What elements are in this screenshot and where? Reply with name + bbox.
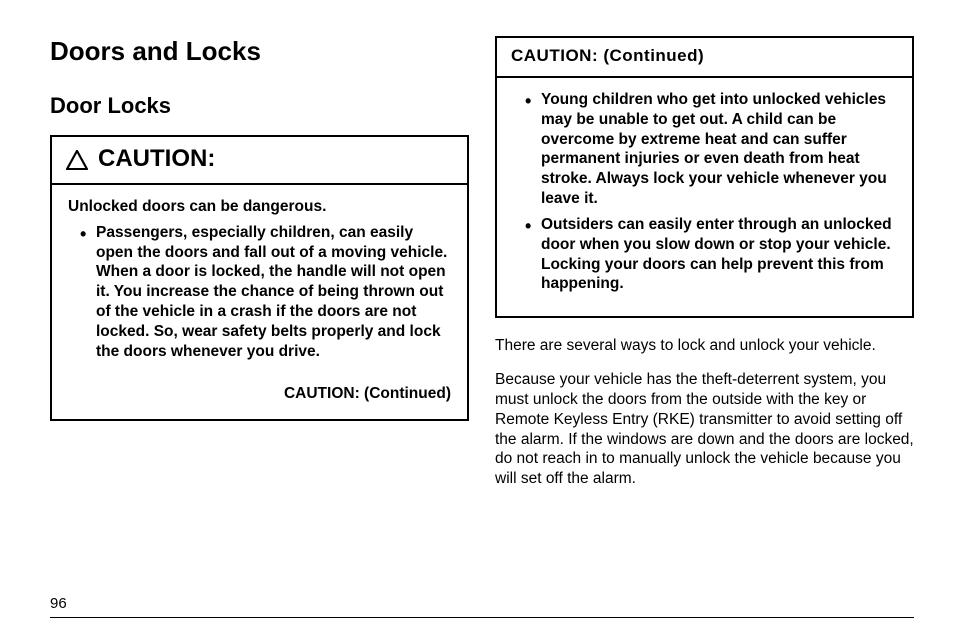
caution-lead-text: Unlocked doors can be dangerous. xyxy=(68,197,451,217)
warning-triangle-icon xyxy=(66,149,88,169)
caution-body-left: Unlocked doors can be dangerous. Passeng… xyxy=(52,185,467,419)
left-column: Doors and Locks Door Locks CAUTION: Unlo… xyxy=(50,36,469,503)
section-title: Doors and Locks xyxy=(50,36,469,67)
body-paragraph: Because your vehicle has the theft-deter… xyxy=(495,370,914,489)
caution-continued-header: CAUTION: (Continued) xyxy=(497,38,912,78)
caution-label: CAUTION: xyxy=(98,145,215,173)
caution-bullet-item: Young children who get into unlocked veh… xyxy=(541,90,896,209)
two-column-layout: Doors and Locks Door Locks CAUTION: Unlo… xyxy=(50,36,914,503)
right-column: CAUTION: (Continued) Young children who … xyxy=(495,36,914,503)
caution-box-right: CAUTION: (Continued) Young children who … xyxy=(495,36,914,318)
subsection-title: Door Locks xyxy=(50,93,469,119)
page-number: 96 xyxy=(50,595,67,612)
caution-bullet-item: Outsiders can easily enter through an un… xyxy=(541,215,896,294)
caution-continued-label: CAUTION: (Continued) xyxy=(68,384,451,404)
body-paragraph: There are several ways to lock and unloc… xyxy=(495,336,914,356)
caution-header: CAUTION: xyxy=(52,137,467,185)
caution-body-right: Young children who get into unlocked veh… xyxy=(497,78,912,316)
caution-bullet-list: Young children who get into unlocked veh… xyxy=(513,90,896,294)
caution-bullet-list: Passengers, especially children, can eas… xyxy=(68,223,451,362)
body-text-block: There are several ways to lock and unloc… xyxy=(495,336,914,489)
caution-box-left: CAUTION: Unlocked doors can be dangerous… xyxy=(50,135,469,421)
manual-page: Doors and Locks Door Locks CAUTION: Unlo… xyxy=(0,0,954,636)
footer-rule xyxy=(50,617,914,618)
caution-bullet-item: Passengers, especially children, can eas… xyxy=(96,223,451,362)
